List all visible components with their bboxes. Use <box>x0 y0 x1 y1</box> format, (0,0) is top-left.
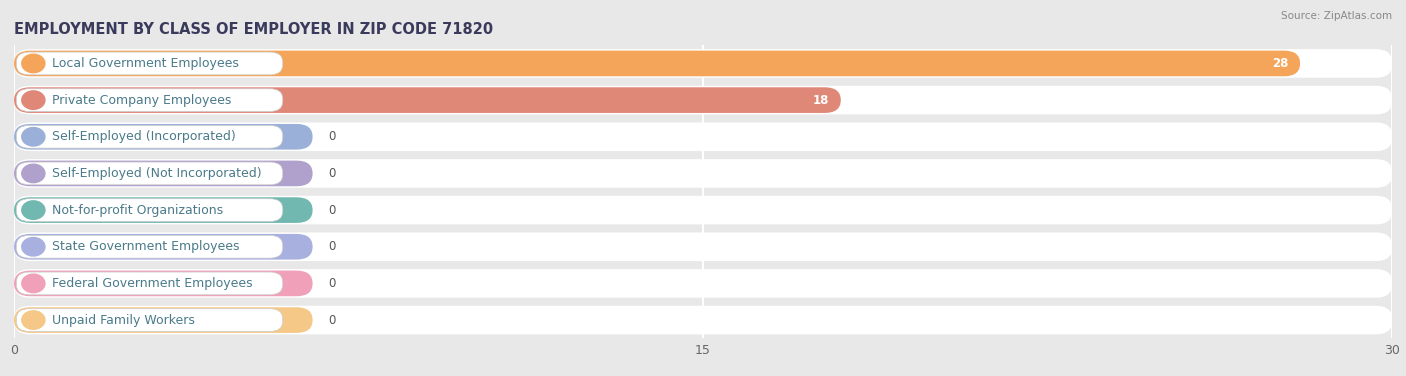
FancyBboxPatch shape <box>17 199 283 221</box>
Text: State Government Employees: State Government Employees <box>52 240 239 253</box>
Text: Self-Employed (Incorporated): Self-Employed (Incorporated) <box>52 130 235 143</box>
Text: Local Government Employees: Local Government Employees <box>52 57 239 70</box>
FancyBboxPatch shape <box>14 49 1392 78</box>
Text: 0: 0 <box>329 130 336 143</box>
FancyBboxPatch shape <box>17 309 283 331</box>
Text: Source: ZipAtlas.com: Source: ZipAtlas.com <box>1281 11 1392 21</box>
FancyBboxPatch shape <box>14 161 312 186</box>
FancyBboxPatch shape <box>14 87 841 113</box>
FancyBboxPatch shape <box>17 52 283 75</box>
Circle shape <box>21 311 45 329</box>
FancyBboxPatch shape <box>14 159 1392 188</box>
Text: 0: 0 <box>329 240 336 253</box>
FancyBboxPatch shape <box>14 123 1392 151</box>
Text: 0: 0 <box>329 277 336 290</box>
FancyBboxPatch shape <box>17 272 283 295</box>
Text: Self-Employed (Not Incorporated): Self-Employed (Not Incorporated) <box>52 167 262 180</box>
Circle shape <box>21 201 45 219</box>
FancyBboxPatch shape <box>14 124 312 150</box>
Text: 0: 0 <box>329 167 336 180</box>
FancyBboxPatch shape <box>14 51 1301 76</box>
Text: Federal Government Employees: Federal Government Employees <box>52 277 252 290</box>
Circle shape <box>21 164 45 183</box>
FancyBboxPatch shape <box>17 162 283 185</box>
FancyBboxPatch shape <box>14 306 1392 334</box>
Circle shape <box>21 127 45 146</box>
FancyBboxPatch shape <box>14 86 1392 114</box>
Text: Private Company Employees: Private Company Employees <box>52 94 231 107</box>
FancyBboxPatch shape <box>17 126 283 148</box>
FancyBboxPatch shape <box>17 89 283 111</box>
Circle shape <box>21 238 45 256</box>
FancyBboxPatch shape <box>14 234 312 259</box>
Text: Not-for-profit Organizations: Not-for-profit Organizations <box>52 203 222 217</box>
Text: Unpaid Family Workers: Unpaid Family Workers <box>52 314 194 327</box>
Text: 28: 28 <box>1272 57 1289 70</box>
Circle shape <box>21 91 45 109</box>
Text: 0: 0 <box>329 314 336 327</box>
FancyBboxPatch shape <box>14 307 312 333</box>
FancyBboxPatch shape <box>14 197 312 223</box>
Text: 0: 0 <box>329 203 336 217</box>
FancyBboxPatch shape <box>17 235 283 258</box>
FancyBboxPatch shape <box>14 271 312 296</box>
FancyBboxPatch shape <box>14 269 1392 298</box>
Text: 18: 18 <box>813 94 830 107</box>
FancyBboxPatch shape <box>14 232 1392 261</box>
FancyBboxPatch shape <box>14 196 1392 224</box>
Circle shape <box>21 274 45 293</box>
Circle shape <box>21 54 45 73</box>
Text: EMPLOYMENT BY CLASS OF EMPLOYER IN ZIP CODE 71820: EMPLOYMENT BY CLASS OF EMPLOYER IN ZIP C… <box>14 22 494 37</box>
